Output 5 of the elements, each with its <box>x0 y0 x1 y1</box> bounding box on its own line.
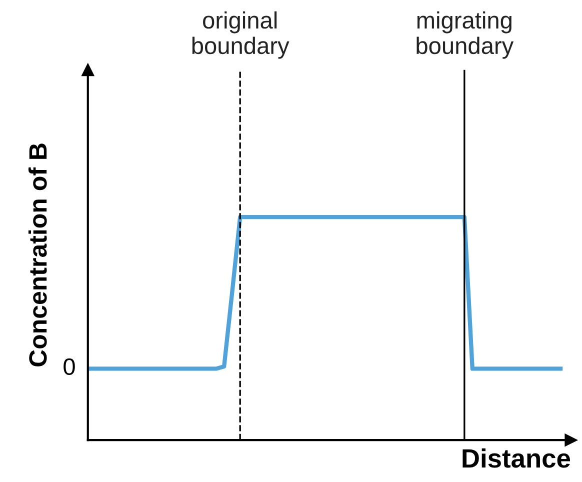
x-axis-title: Distance <box>462 448 570 468</box>
y-axis-title: Concentration of B <box>28 144 47 366</box>
text: original boundary <box>192 11 290 59</box>
text: 0 <box>64 358 75 376</box>
text: migrating boundary <box>416 11 514 59</box>
